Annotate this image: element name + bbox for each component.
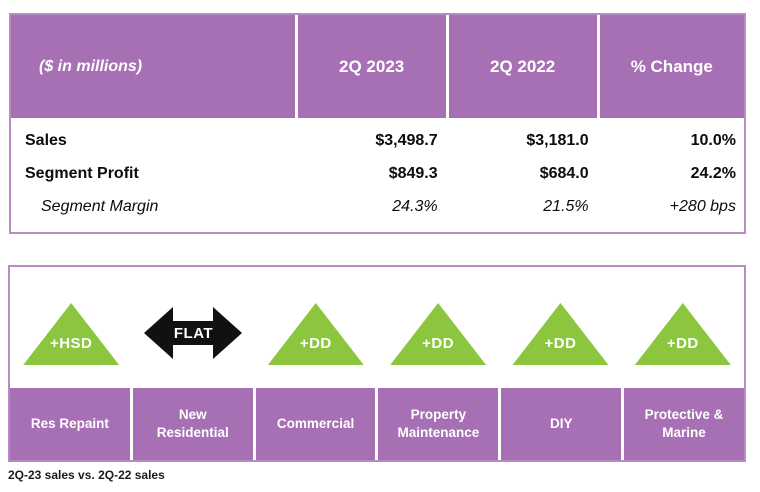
triangle-up-icon: +DD bbox=[267, 303, 364, 365]
segment-label-text: Property Maintenance bbox=[397, 407, 480, 440]
segment-label-text: Commercial bbox=[276, 416, 355, 432]
double-arrow-icon: FLAT bbox=[144, 304, 243, 362]
indicator-label: FLAT bbox=[173, 324, 214, 342]
segment-label-protective-marine: Protective & Marine bbox=[624, 388, 744, 460]
indicator-cell-property-maintenance: +DD bbox=[377, 267, 499, 388]
indicator-cell-new-residential: FLAT bbox=[132, 267, 254, 388]
margin-2q2022-value: 21.5% bbox=[543, 198, 589, 216]
sales-2q2022-value: $3,181.0 bbox=[526, 131, 589, 149]
indicator-label: +DD bbox=[299, 335, 332, 352]
row-label: Sales bbox=[25, 131, 67, 149]
indicator-label: +HSD bbox=[49, 335, 93, 352]
indicator-label: +DD bbox=[544, 335, 577, 352]
segment-label-commercial: Commercial bbox=[255, 388, 376, 460]
indicator-row: +HSD FLAT +DD +DD bbox=[10, 267, 744, 388]
indicator-label: +DD bbox=[422, 335, 455, 352]
column-header-change: % Change bbox=[596, 15, 744, 118]
segment-label-property-maintenance: Property Maintenance bbox=[378, 388, 499, 460]
row-label: Segment Margin bbox=[41, 198, 159, 216]
table-row-segment-profit: Segment Profit $849.3 $684.0 24.2% bbox=[11, 157, 744, 190]
segment-label-text: New Residential bbox=[156, 407, 229, 440]
table-row-sales: Sales $3,498.7 $3,181.0 10.0% bbox=[11, 124, 744, 157]
segment-label-diy: DIY bbox=[501, 388, 622, 460]
table-body: Sales $3,498.7 $3,181.0 10.0% Segment Pr… bbox=[11, 118, 744, 232]
margin-change-value: +280 bps bbox=[669, 198, 736, 216]
indicator-cell-res-repaint: +HSD bbox=[10, 267, 132, 388]
segment-label-text: Protective & Marine bbox=[644, 407, 724, 440]
profit-2q2023-value: $849.3 bbox=[388, 164, 438, 182]
footnote: 2Q-23 sales vs. 2Q-22 sales bbox=[8, 468, 165, 482]
segment-trend-panel: +HSD FLAT +DD +DD bbox=[8, 265, 746, 462]
triangle-up-icon: +DD bbox=[634, 303, 731, 365]
segment-label-text: Res Repaint bbox=[30, 416, 109, 432]
triangle-up-icon: +DD bbox=[390, 303, 487, 365]
sales-2q2023-value: $3,498.7 bbox=[375, 131, 438, 149]
segment-label-row: Res Repaint New Residential Commercial P… bbox=[10, 388, 744, 460]
segment-label-res-repaint: Res Repaint bbox=[10, 388, 130, 460]
table-header-row: ($ in millions) 2Q 2023 2Q 2022 % Change bbox=[11, 15, 744, 118]
triangle-up-icon: +DD bbox=[512, 303, 609, 365]
financial-table: ($ in millions) 2Q 2023 2Q 2022 % Change… bbox=[9, 13, 746, 234]
profit-2q2022-value: $684.0 bbox=[539, 164, 589, 182]
indicator-cell-protective-marine: +DD bbox=[622, 267, 744, 388]
table-row-segment-margin: Segment Margin 24.3% 21.5% +280 bps bbox=[11, 191, 744, 224]
indicator-label: +DD bbox=[666, 335, 699, 352]
indicator-cell-commercial: +DD bbox=[255, 267, 377, 388]
margin-2q2023-value: 24.3% bbox=[392, 198, 438, 216]
column-header-2q2023: 2Q 2023 bbox=[294, 15, 446, 118]
row-label: Segment Profit bbox=[25, 164, 139, 182]
triangle-up-icon: +HSD bbox=[23, 303, 120, 365]
profit-change-value: 24.2% bbox=[690, 164, 736, 182]
segment-label-text: DIY bbox=[549, 416, 573, 432]
units-label: ($ in millions) bbox=[39, 57, 143, 75]
indicator-cell-diy: +DD bbox=[499, 267, 621, 388]
segment-label-new-residential: New Residential bbox=[132, 388, 253, 460]
column-header-2q2022: 2Q 2022 bbox=[445, 15, 597, 118]
sales-change-value: 10.0% bbox=[690, 131, 736, 149]
